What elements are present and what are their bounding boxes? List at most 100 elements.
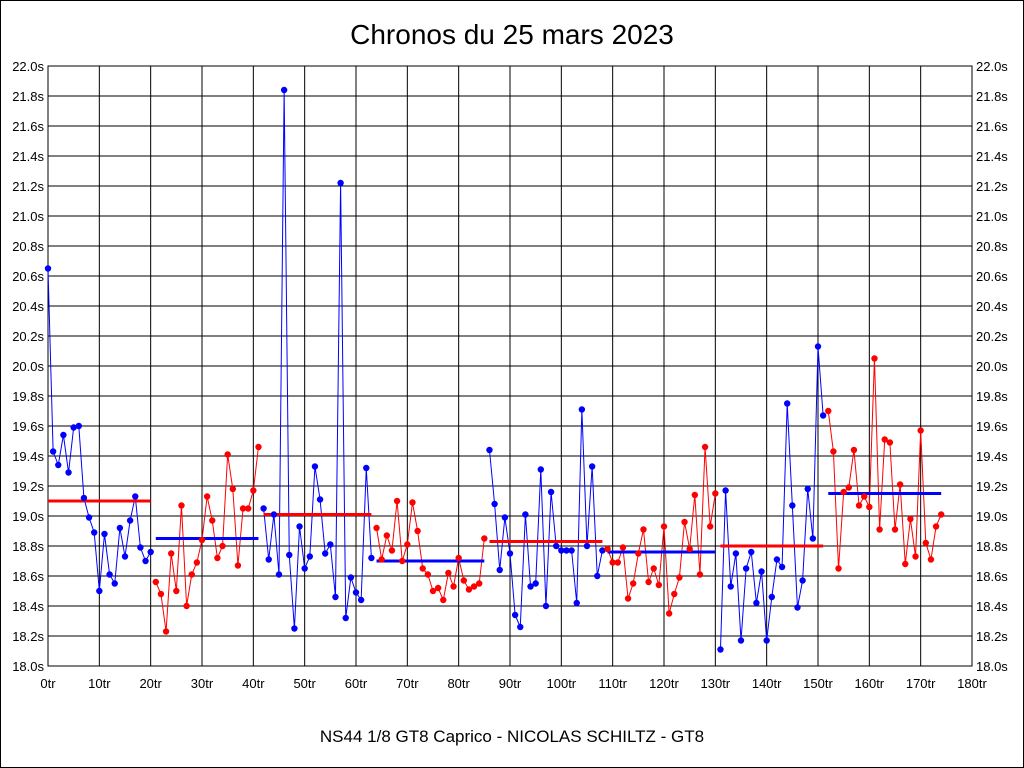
x-tick-label: 50tr: [293, 676, 316, 691]
lap-point: [840, 488, 847, 496]
lap-point: [162, 628, 170, 635]
lap-point: [758, 568, 765, 575]
lap-point: [296, 523, 303, 530]
lap-point: [784, 400, 791, 407]
y-tick-label-right: 21.4s: [976, 149, 1008, 164]
y-tick-label-right: 20.0s: [976, 359, 1008, 374]
lap-point: [342, 614, 349, 622]
lap-point: [178, 502, 185, 509]
lap-point: [640, 526, 647, 533]
lap-point: [686, 545, 693, 553]
lap-point: [563, 547, 570, 554]
lap-point: [229, 485, 236, 493]
lap-point: [142, 557, 149, 565]
lap-point: [748, 548, 755, 556]
lap-point: [573, 599, 580, 607]
lap-point: [866, 503, 873, 511]
x-tick-label: 140tr: [752, 676, 782, 691]
lap-point: [65, 469, 72, 476]
lap-point: [85, 514, 93, 521]
lap-point: [60, 431, 67, 439]
lap-point: [938, 511, 945, 518]
lap-point: [871, 355, 878, 362]
stint-3-line: [263, 89, 372, 629]
lap-point: [819, 412, 827, 419]
y-tick-label-left: 21.0s: [12, 209, 44, 224]
lap-point: [357, 596, 365, 604]
lap-point: [424, 571, 432, 578]
lap-point: [239, 505, 247, 512]
lap-point: [332, 593, 339, 601]
lap-point: [106, 571, 113, 578]
lap-point: [855, 502, 863, 509]
y-tick-label-right: 21.2s: [976, 179, 1008, 194]
lap-point: [799, 577, 806, 584]
x-tick-label: 80tr: [447, 676, 470, 691]
y-tick-label-right: 20.6s: [976, 269, 1008, 284]
lap-point: [388, 547, 396, 554]
lap-point: [886, 439, 894, 446]
lap-point: [476, 580, 483, 587]
lap-point: [835, 565, 842, 572]
lap-point: [696, 571, 704, 578]
lap-point: [429, 587, 437, 595]
x-tick-label: 60tr: [345, 676, 368, 691]
x-tick-label: 90tr: [499, 676, 522, 691]
lap-point: [198, 536, 206, 544]
lap-point: [275, 571, 283, 578]
y-tick-label-left: 18.0s: [12, 659, 44, 674]
lap-point: [311, 463, 319, 470]
y-tick-label-left: 19.6s: [12, 419, 44, 434]
y-tick-label-left: 20.2s: [12, 329, 44, 344]
y-tick-label-left: 19.2s: [12, 479, 44, 494]
lap-point: [203, 493, 211, 500]
y-tick-label-right: 20.2s: [976, 329, 1008, 344]
y-tick-label-left: 18.6s: [12, 569, 44, 584]
lap-point: [434, 584, 442, 592]
lap-point: [722, 487, 729, 494]
lap-point: [419, 565, 426, 572]
y-tick-label-left: 21.2s: [12, 179, 44, 194]
x-tick-label: 180tr: [957, 676, 987, 691]
lap-point: [655, 581, 663, 589]
lap-point: [286, 551, 293, 559]
lap-point: [368, 554, 375, 562]
lap-point: [291, 625, 298, 632]
lap-point: [635, 550, 642, 557]
lap-point: [440, 596, 447, 604]
lap-point: [891, 526, 899, 533]
lap-point: [450, 583, 457, 590]
lap-point: [789, 502, 796, 509]
lap-point: [794, 604, 801, 611]
lap-point: [316, 496, 324, 503]
y-tick-label-right: 19.0s: [976, 509, 1008, 524]
x-tick-label: 170tr: [906, 676, 936, 691]
lap-point: [265, 556, 272, 563]
lap-point: [671, 590, 678, 598]
lap-point: [337, 179, 344, 187]
lap-point: [193, 559, 201, 566]
lap-point: [665, 610, 673, 617]
lap-point: [168, 550, 175, 557]
lap-point: [173, 587, 180, 595]
lap-point: [250, 487, 257, 494]
lap-point: [604, 545, 611, 553]
grid: [47, 65, 973, 667]
lap-point: [383, 532, 390, 539]
y-tick-label-left: 19.0s: [12, 509, 44, 524]
lap-point: [209, 517, 216, 524]
chart-subtitle: NS44 1/8 GT8 Caprico - NICOLAS SCHILTZ -…: [320, 727, 704, 746]
y-tick-label-right: 18.4s: [976, 599, 1008, 614]
lap-point: [650, 565, 657, 572]
y-tick-label-left: 19.4s: [12, 449, 44, 464]
x-tick-label: 20tr: [139, 676, 162, 691]
lap-point: [445, 569, 452, 577]
y-tick-label-right: 21.0s: [976, 209, 1008, 224]
y-tick-label-left: 20.8s: [12, 239, 44, 254]
x-tick-label: 100tr: [547, 676, 577, 691]
lap-point: [44, 265, 52, 272]
lap-point: [568, 547, 575, 554]
lap-point: [214, 554, 221, 562]
lap-point: [814, 343, 822, 350]
y-tick-label-left: 20.6s: [12, 269, 44, 284]
